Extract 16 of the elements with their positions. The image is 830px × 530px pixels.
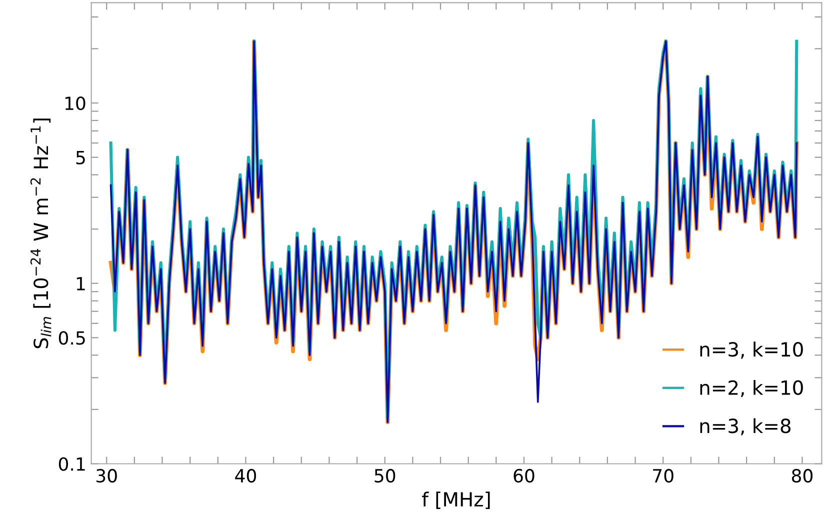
legend-label: n=3, k=10 (700, 342, 803, 359)
x-tick-label: 30 (96, 468, 117, 483)
x-tick-label: 50 (374, 468, 396, 483)
y-tick-label: 0.5 (58, 331, 85, 345)
legend-label: n=3, k=8 (700, 418, 790, 436)
y-tick-label: 10 (65, 96, 86, 110)
x-tick-label: 40 (235, 468, 256, 483)
x-tick-label: 60 (514, 468, 534, 483)
y-tick-label: 5 (76, 150, 85, 164)
x-axis-title: f [MHz] (422, 492, 490, 509)
x-tick-label: 70 (653, 468, 674, 483)
text: S$_{lim}$ [10$^{−24}$ W m$^{−2}$ Hz$^{−1}$] (30, 118, 52, 348)
legend-label: n=2, k=10 (700, 380, 803, 397)
x-tick-label: 80 (792, 468, 813, 483)
y-tick-label: 1 (76, 277, 85, 290)
y-tick-label: 0.1 (58, 457, 85, 471)
